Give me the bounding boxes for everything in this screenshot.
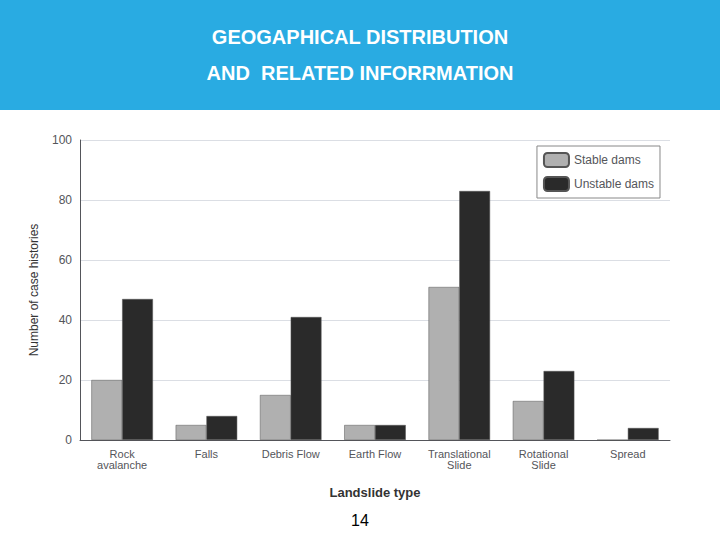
svg-text:20: 20 (59, 373, 73, 387)
svg-text:Landslide type: Landslide type (329, 485, 420, 500)
svg-text:14: 14 (351, 512, 369, 529)
svg-text:Slide: Slide (531, 459, 555, 471)
svg-text:100: 100 (52, 133, 72, 147)
svg-text:60: 60 (59, 253, 73, 267)
svg-text:Stable dams: Stable dams (574, 153, 641, 167)
svg-text:GEOGAPHICAL DISTRIBUTION: GEOGAPHICAL DISTRIBUTION (212, 26, 508, 48)
svg-text:Rock: Rock (109, 447, 135, 460)
svg-text:Falls: Falls (195, 448, 219, 460)
svg-text:avalanche: avalanche (97, 459, 147, 471)
svg-text:40: 40 (59, 313, 73, 327)
svg-text:Number of case histories: Number of case histories (27, 224, 41, 357)
svg-text:80: 80 (59, 193, 73, 207)
svg-text:Rotational: Rotational (518, 447, 569, 460)
svg-text:Debris Flow: Debris Flow (262, 448, 320, 460)
svg-text:Earth Flow: Earth Flow (349, 448, 402, 460)
svg-text:Unstable dams: Unstable dams (574, 177, 654, 191)
svg-text:AND RELATED INFORRMATION: AND RELATED INFORRMATION (206, 62, 513, 84)
svg-text:Spread: Spread (610, 448, 645, 460)
svg-text:Slide: Slide (447, 459, 471, 471)
svg-text:0: 0 (65, 433, 72, 447)
svg-text:Translational: Translational (428, 447, 491, 460)
